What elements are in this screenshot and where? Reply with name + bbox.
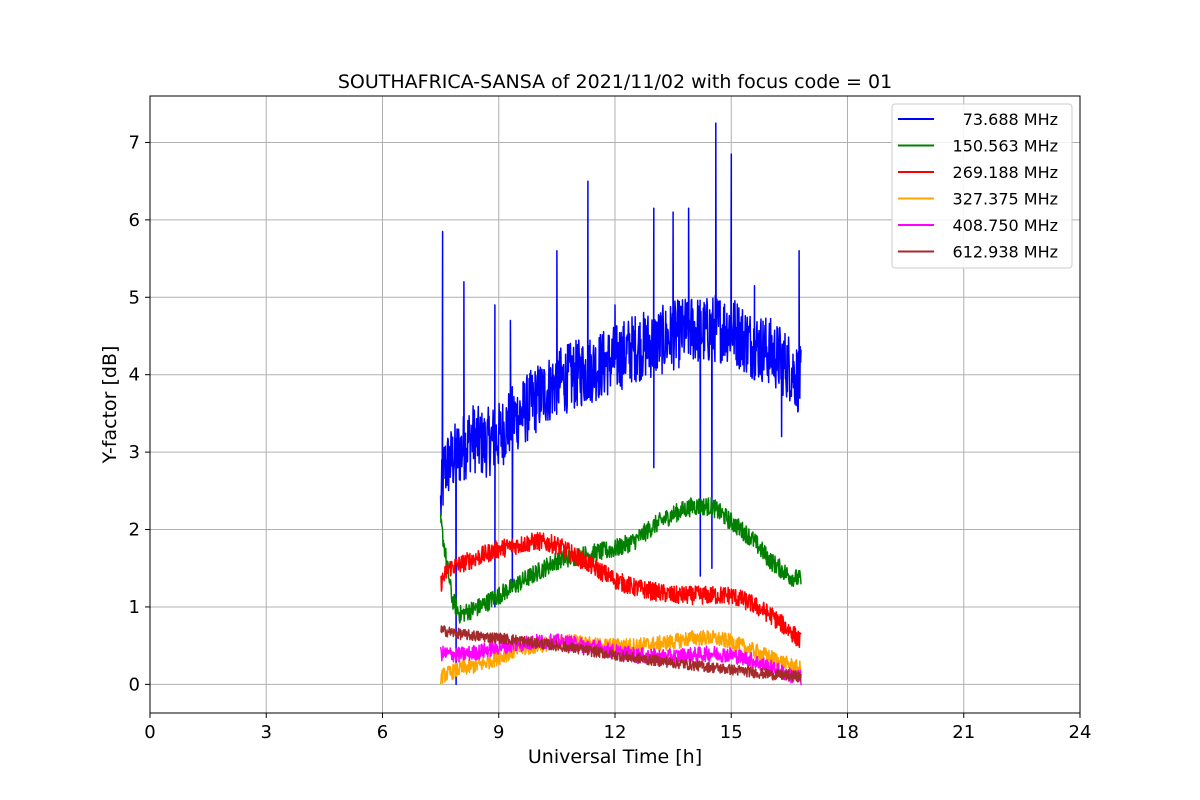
y-tick-label: 0 xyxy=(129,674,140,695)
legend-entry-label: 150.563 MHz xyxy=(953,137,1058,156)
legend-entry-label: 269.188 MHz xyxy=(953,163,1058,182)
x-tick-label: 24 xyxy=(1069,722,1092,743)
x-tick-label: 15 xyxy=(720,722,743,743)
legend-entry-label: 73.688 MHz xyxy=(963,110,1058,129)
legend-entry-label: 408.750 MHz xyxy=(953,216,1058,235)
y-axis-label: Y-factor [dB] xyxy=(99,346,121,465)
x-tick-label: 12 xyxy=(604,722,627,743)
y-tick-label: 6 xyxy=(129,210,140,231)
series-line-3 xyxy=(440,531,802,649)
y-tick-label: 4 xyxy=(129,365,140,386)
legend: 73.688 MHz 150.563 MHz 269.188 MHz 327.375 … xyxy=(891,103,1073,269)
y-tick-label: 3 xyxy=(129,442,140,463)
y-tick-label: 2 xyxy=(129,520,140,541)
series-line-4 xyxy=(439,629,802,685)
x-tick-label: 0 xyxy=(144,722,155,743)
x-axis-label: Universal Time [h] xyxy=(528,746,702,768)
x-tick-label: 6 xyxy=(377,722,388,743)
x-tick-label: 9 xyxy=(493,722,504,743)
legend-items: 73.688 MHz 150.563 MHz 269.188 MHz 327.375 … xyxy=(898,110,1058,262)
legend-entry-label: 612.938 MHz xyxy=(953,243,1058,262)
series-line-1 xyxy=(439,122,802,686)
chart-title: SOUTHAFRICA-SANSA of 2021/11/02 with foc… xyxy=(338,71,892,93)
legend-entry-label: 327.375 MHz xyxy=(953,190,1058,209)
series-line-2 xyxy=(439,496,802,624)
x-tick-label: 18 xyxy=(836,722,859,743)
y-tick-label: 7 xyxy=(129,132,140,153)
legend-box xyxy=(891,103,1073,269)
series-line-6 xyxy=(440,625,802,683)
y-tick-label: 1 xyxy=(129,597,140,618)
y-tick-label: 5 xyxy=(129,287,140,308)
x-tick-label: 21 xyxy=(952,722,975,743)
x-tick-label: 3 xyxy=(261,722,272,743)
series-lines xyxy=(439,122,802,686)
